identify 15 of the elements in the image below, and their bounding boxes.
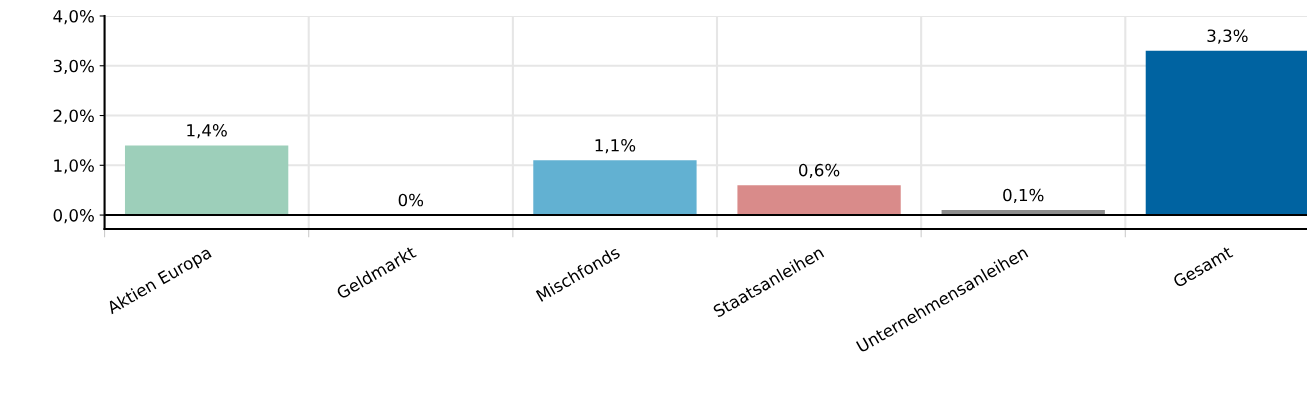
data-label: 0,1% (1003, 188, 1044, 203)
bar (1145, 50, 1307, 216)
bar (124, 145, 289, 216)
y-tick-label: 4,0% (53, 9, 94, 25)
y-tick-label: 2,0% (53, 109, 94, 124)
bar (533, 160, 697, 216)
y-tick-label: 0,0% (53, 209, 94, 224)
bar (737, 185, 901, 216)
y-tick-label: 3,0% (53, 59, 94, 75)
data-label: 1,4% (187, 124, 227, 139)
data-label: 3,3% (1207, 29, 1248, 44)
data-label: 0,6% (799, 163, 840, 179)
data-label: 1,1% (595, 138, 636, 154)
y-tick-label: 1,0% (54, 159, 94, 174)
data-label: 0% (398, 193, 424, 207)
